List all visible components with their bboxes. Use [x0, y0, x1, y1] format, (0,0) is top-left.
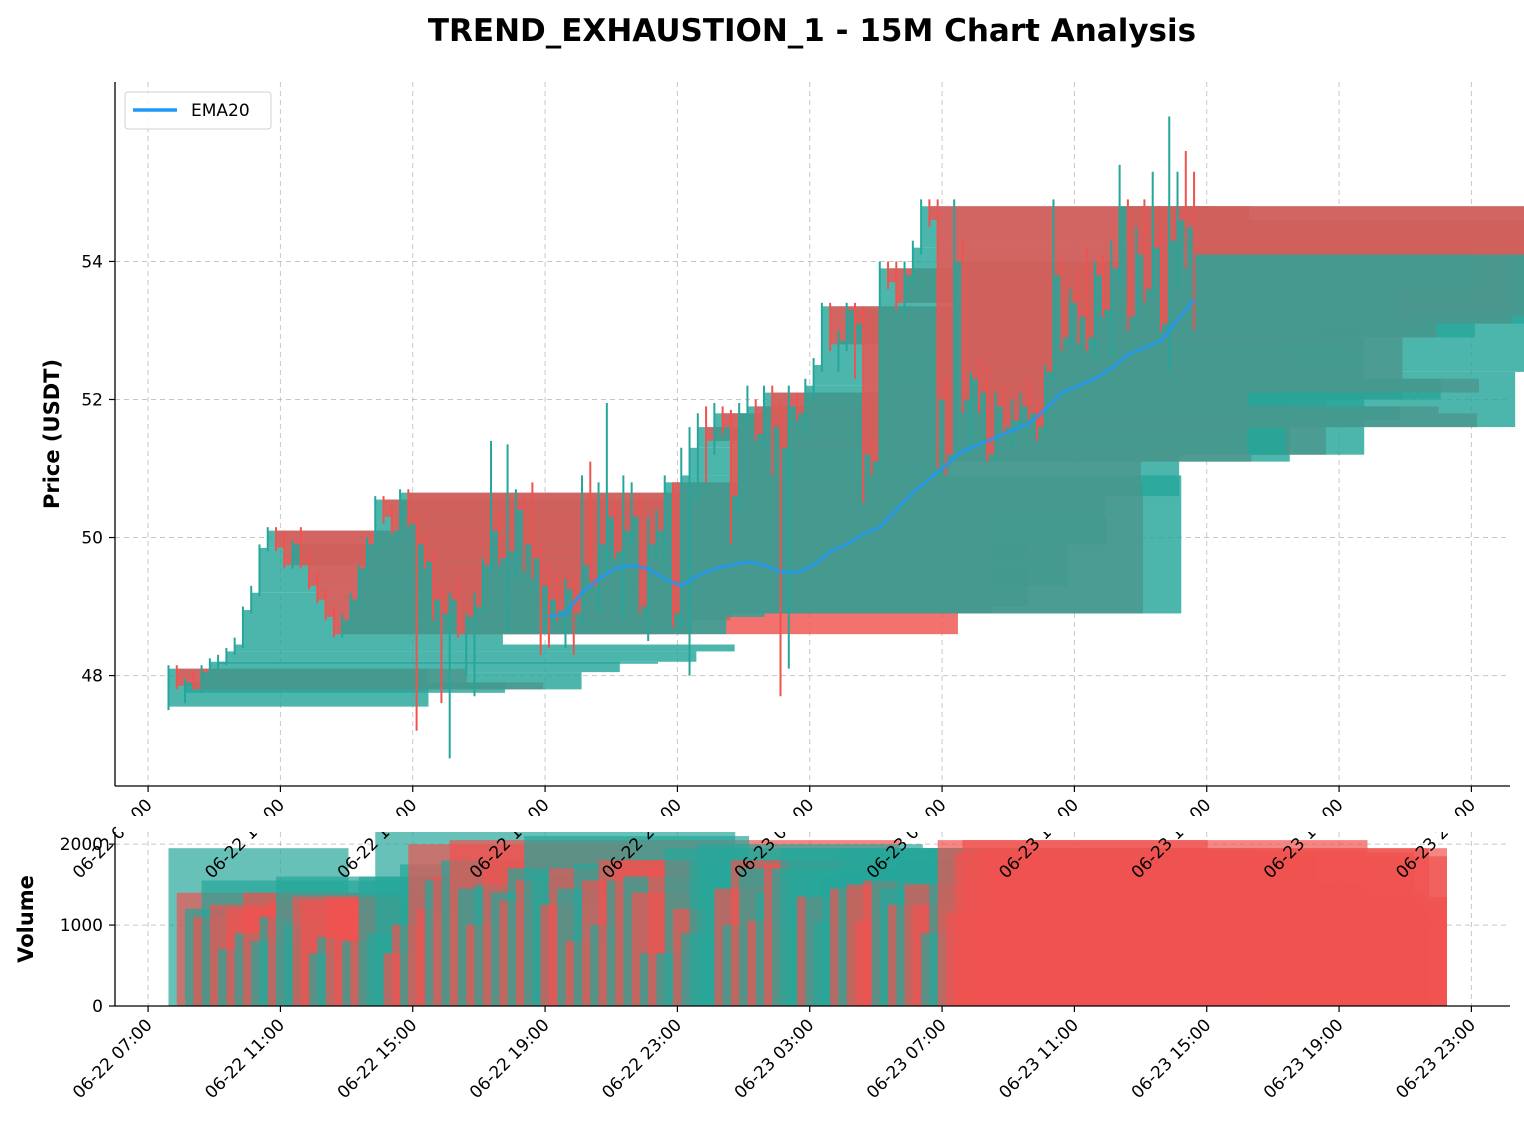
volume-y-tick-label: 0: [92, 997, 103, 1017]
volume-y-tick-label: 2000: [60, 835, 103, 855]
volume-x-tick-label: 06-22 15:00: [334, 1015, 422, 1103]
volume-y-tick-label: 1000: [60, 916, 103, 936]
candle-body: [201, 672, 582, 690]
volume-y-axis-label: Volume: [14, 875, 38, 963]
volume-x-tick-label: 06-23 15:00: [1128, 1015, 1216, 1103]
candle-body: [1185, 220, 1524, 227]
volume-x-ticks: 06-22 07:00 06-22 11:00 06-22 15:00 06-22 1…: [69, 1006, 1480, 1103]
price-y-tick-label: 50: [81, 529, 103, 549]
candle-body: [466, 616, 727, 635]
chart-title: TREND_EXHAUSTION_1 - 15M Chart Analysis: [428, 13, 1196, 49]
volume-y-ticks: 0 1000 2000: [60, 835, 115, 1017]
volume-bars: [168, 832, 1447, 1006]
candle-body: [1045, 371, 1516, 428]
price-y-ticks: 48 50 52 54: [81, 252, 115, 687]
volume-x-tick-label: 06-23 23:00: [1392, 1015, 1480, 1103]
ema20-line: [548, 298, 1196, 619]
candle-body: [218, 661, 659, 664]
legend-ema20-label: EMA20: [191, 101, 250, 121]
volume-x-tick-label: 06-22 11:00: [201, 1015, 289, 1103]
volume-x-tick-label: 06-22 23:00: [598, 1015, 686, 1103]
price-y-tick-label: 48: [81, 667, 103, 687]
candle-body: [209, 661, 620, 673]
price-y-tick-label: 54: [81, 252, 103, 272]
candle-body: [681, 475, 1182, 614]
volume-bar: [1194, 912, 1447, 1006]
legend-box: [124, 91, 272, 130]
volume-x-tick-label: 06-22 19:00: [466, 1015, 554, 1103]
volume-x-tick-label: 06-23 11:00: [995, 1015, 1083, 1103]
legend: EMA20: [124, 91, 272, 130]
candle-body: [226, 651, 697, 662]
volume-x-tick-label: 06-23 03:00: [731, 1015, 819, 1103]
price-y-tick-label: 52: [81, 390, 103, 410]
candlesticks: [167, 116, 1524, 759]
candle-body: [1194, 226, 1524, 255]
volume-x-tick-label: 06-23 07:00: [863, 1015, 951, 1103]
volume-x-tick-label: 06-23 19:00: [1260, 1015, 1348, 1103]
price-y-axis-label: Price (USDT): [40, 359, 64, 509]
candle-body: [234, 644, 735, 652]
volume-x-tick-label: 06-22 07:00: [69, 1015, 157, 1103]
panel-gap-mask: [116, 816, 1511, 832]
